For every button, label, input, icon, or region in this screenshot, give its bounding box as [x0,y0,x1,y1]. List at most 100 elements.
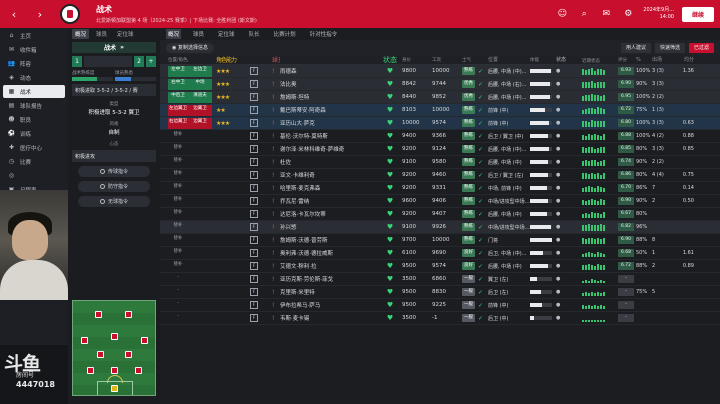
player-name[interactable]: 艾德文·穆利·拉 [280,264,317,270]
player-name[interactable]: 伊布拉希马·萨马 [280,303,321,309]
sidebar-item-staff[interactable]: ☻ 职员 [3,113,65,126]
main-tab-opposition[interactable]: 针对性指令 [309,32,338,38]
position-cell[interactable]: 右边翼卫 [160,117,188,129]
info-icon[interactable]: ! [272,106,275,114]
table-row[interactable]: - F! 伊布拉希马·萨马 ♥ 9500 9225 一般 ✓ 前锋 (中) ● - [160,299,720,312]
position-badge[interactable]: - [177,300,179,306]
tactics-header[interactable]: 战术 » [72,42,156,53]
column-header[interactable]: 位置 [488,57,499,63]
column-header[interactable]: % [636,56,641,63]
info-icon[interactable]: ! [272,80,275,88]
role-badge[interactable]: 左边卫 [188,65,212,77]
table-row[interactable]: 替补 F! 达尼洛·卡瓦尔坎蒂 ♥ 9200 9407 熟练 ✓ 后腰, 中场 (中) ● 6.67… [160,208,720,221]
sidebar-item-tactics[interactable]: ▦ 战术 [3,85,65,98]
role-badge[interactable]: 边翼卫 [188,117,212,129]
shirt-icon[interactable]: F [250,145,258,153]
table-row[interactable]: 替补 F! 艾德文·穆利·拉 ♥ 9500 9574 良好 ✓ 后腰, 中场 (中) ● 6.72 8… [160,260,720,273]
position-badge[interactable]: 替补 [173,183,183,189]
sidebar-item-matches[interactable]: ◷ 比赛 [3,155,65,168]
position-badge[interactable]: 替补 [173,170,183,176]
table-row[interactable]: 替补 F! 奥利弗·沃德·德拉威斯 ♥ 6100 9690 良好 ✓ 后卫, 中场 (中)… ● 6… [160,247,720,260]
table-row[interactable]: - F! 克里斯·米里特 ♥ 9500 8830 一般 ✓ 后卫 (左) ● -75% 5 [160,286,720,299]
shirt-icon[interactable]: F [250,210,258,218]
shirt-icon[interactable]: F [250,301,258,309]
table-row[interactable]: 中后卫 清道夫 ★★★ F! 詹姆斯·坦特 ♥ 8440 9852 优秀 ✓ 后腰, 中场 (中)…… [160,91,720,104]
table-row[interactable]: 替补 F! 亚文·卡维利奇 ♥ 9200 9460 熟练 ✓ 后卫 / 翼卫 (左) ● 6.86 8… [160,169,720,182]
position-cell[interactable]: 替补 [160,248,188,259]
role-cell[interactable]: 中场 [188,78,216,90]
back-icon[interactable]: ‹ [11,7,17,21]
main-tab-overview[interactable]: 概况 [166,29,182,39]
position-cell[interactable]: 替补 [160,183,188,194]
chat-icon[interactable]: ✉ [602,9,611,19]
sidebar-item-dynamics[interactable]: ◈ 动态 [3,71,65,84]
position-badge[interactable]: 右边翼卫 [168,117,188,129]
position-badge[interactable]: 左边翼卫 [168,104,188,116]
tab-set-pieces[interactable]: 定位球 [117,32,134,38]
info-icon[interactable]: ! [272,249,275,257]
player-name[interactable]: 杜佐 [280,160,292,166]
column-header[interactable]: 球员 [272,57,280,64]
position-badge[interactable]: 中后卫 [168,91,188,103]
player-name[interactable]: 亚历山大·萨克 [280,121,315,127]
position-cell[interactable]: 左边翼卫 [160,104,188,116]
position-cell[interactable]: 替补 [160,131,188,142]
sidebar-item-squad[interactable]: 👥 阵容 [3,57,65,70]
role-cell[interactable]: 边翼卫 [188,117,216,129]
player-marker[interactable] [135,367,142,374]
info-icon[interactable]: ! [272,314,275,322]
player-marker[interactable] [125,311,132,318]
shirt-icon[interactable]: F [250,262,258,270]
column-header[interactable]: 均分 [683,57,694,63]
position-badge[interactable]: 右中卫 [168,78,188,90]
column-header[interactable]: 工资 [432,57,441,63]
column-header[interactable]: 状态 [556,57,567,63]
tactic-slot-name[interactable] [84,56,132,67]
player-marker[interactable] [141,337,148,344]
formation-select[interactable]: 积极进取 3-5-2 / 3-5-2 / 赛 [72,84,156,96]
mentality-select[interactable]: 积极进攻 [72,150,156,162]
player-marker[interactable] [95,311,102,318]
position-badge[interactable]: 替补 [173,144,183,150]
info-icon[interactable]: ! [272,275,275,283]
table-row[interactable]: 替补 F! 詹姆斯·沃德·普劳斯 ♥ 9700 10000 熟练 ✓ 门将 ● 6.90 88% 8 [160,234,720,247]
info-icon[interactable]: ! [272,171,275,179]
column-header[interactable]: 评分 [618,57,627,63]
tab-players[interactable]: 球员 [96,32,108,38]
column-header[interactable]: 状态 [383,55,397,64]
position-badge[interactable]: 替补 [173,209,183,215]
info-icon[interactable]: ! [272,197,275,205]
position-badge[interactable]: 替补 [173,235,183,241]
role-cell[interactable]: 边翼卫 [188,104,216,116]
shirt-icon[interactable]: F [250,197,258,205]
player-name[interactable]: 詹姆斯·沃德·普劳斯 [280,238,328,244]
shirt-icon[interactable]: F [250,288,258,296]
table-row[interactable]: 替补 F! 哈里斯·麦克弗森 ♥ 9200 9331 熟练 ✓ 中场, 前锋 (中) ● 6.70 8… [160,182,720,195]
shirt-icon[interactable]: F [250,158,258,166]
player-name[interactable]: 达尼洛·卡瓦尔坎蒂 [280,212,326,218]
tab-overview[interactable]: 概况 [72,29,90,39]
role-badge[interactable]: 中场 [188,78,212,90]
player-name[interactable]: 哈里斯·麦克弗森 [280,186,321,192]
filter-button[interactable]: 已过滤 [688,42,714,53]
quick-filter-button[interactable]: 快速筛选 [654,42,685,53]
position-cell[interactable]: 替补 [160,235,188,246]
role-badge[interactable]: 边翼卫 [188,104,212,116]
info-icon[interactable]: ! [272,93,275,101]
shirt-icon[interactable]: F [250,236,258,244]
club-crest[interactable] [60,4,80,24]
shirt-icon[interactable]: F [250,106,258,114]
table-row[interactable]: 替补 F! 基伦·沃尔特-莫特斯 ♥ 9400 9366 熟练 ✓ 后卫 / 翼卫 (中) ● 6.… [160,130,720,143]
position-cell[interactable]: 右中卫 [160,78,188,90]
table-row[interactable]: 左边翼卫 边翼卫 ★★ F! 戴巴斯蒂安·阿奇森 ♥ 8103 10000 熟练 ✓ 前锋 (中) ●… [160,104,720,117]
position-badge[interactable]: 替补 [173,248,183,254]
expand-icon[interactable]: » [120,44,124,51]
style-value[interactable]: 自制 [108,130,120,136]
table-row[interactable]: 替补 F! 乔瓦尼·雷纳 ♥ 9600 9406 熟练 ✓ 中场/进攻型中场… ● 6.90 90% 2… [160,195,720,208]
role-cell[interactable]: 清道夫 [188,91,216,103]
main-tab-captains[interactable]: 队长 [248,32,260,38]
in-possession-button[interactable]: 传球指令 [78,166,150,177]
column-header[interactable]: 近期状态 [582,58,600,64]
position-cell[interactable]: - [160,274,188,285]
player-marker[interactable] [125,351,132,358]
